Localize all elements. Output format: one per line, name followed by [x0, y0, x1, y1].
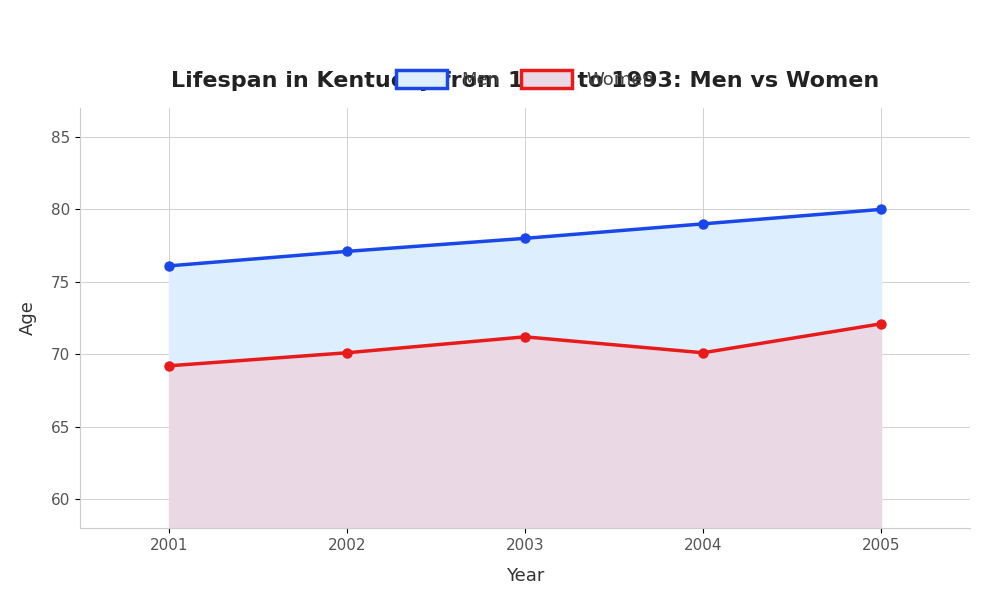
Legend: Men, Women: Men, Women	[389, 62, 661, 96]
Y-axis label: Age: Age	[19, 301, 37, 335]
Title: Lifespan in Kentucky from 1972 to 1993: Men vs Women: Lifespan in Kentucky from 1972 to 1993: …	[171, 71, 879, 91]
X-axis label: Year: Year	[506, 566, 544, 584]
